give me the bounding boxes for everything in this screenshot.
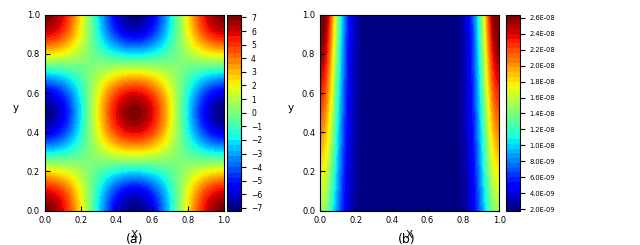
- X-axis label: X: X: [131, 230, 138, 240]
- Text: (a): (a): [125, 233, 143, 245]
- X-axis label: X: X: [406, 230, 413, 240]
- Y-axis label: y: y: [13, 103, 19, 113]
- Y-axis label: y: y: [288, 103, 294, 113]
- Text: (b): (b): [397, 233, 415, 245]
